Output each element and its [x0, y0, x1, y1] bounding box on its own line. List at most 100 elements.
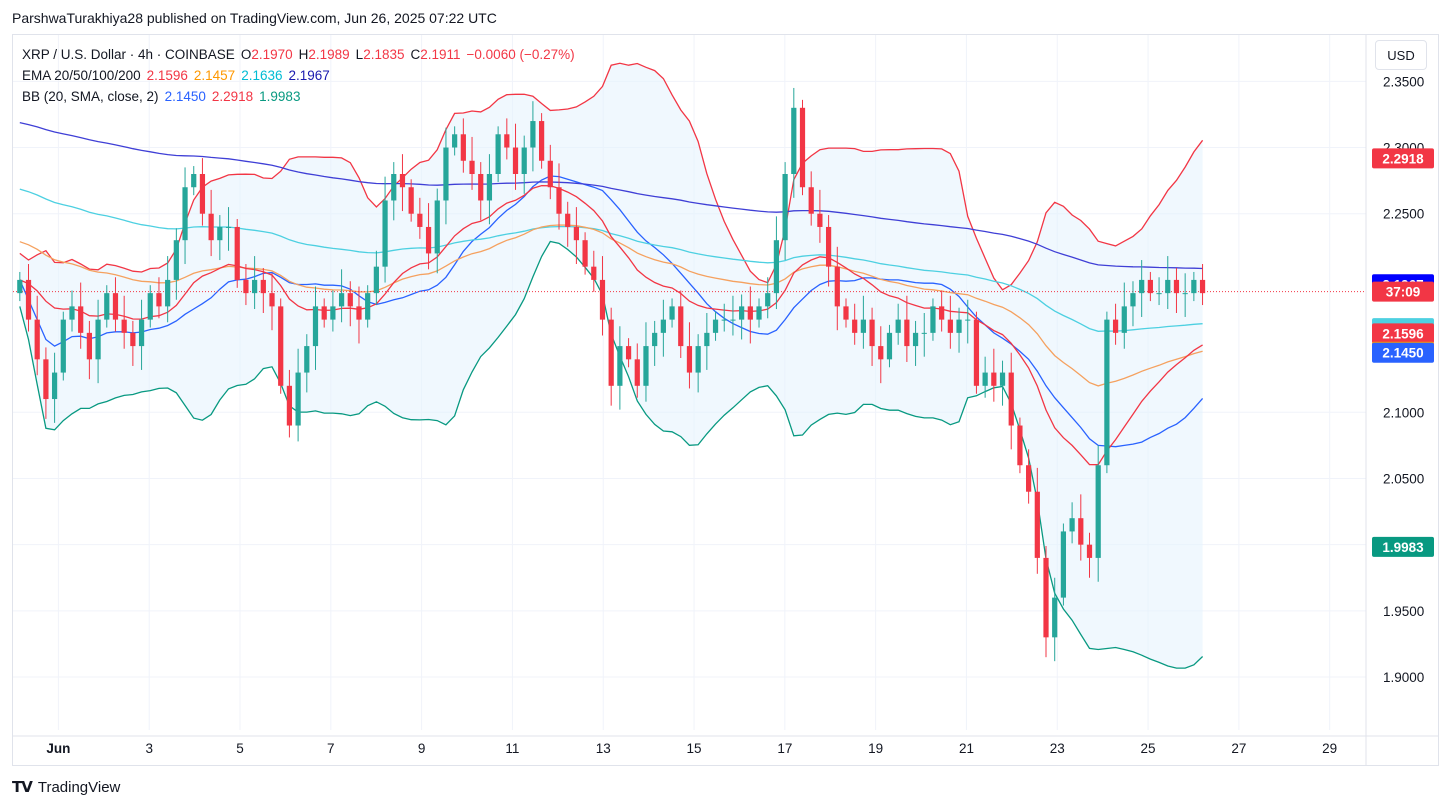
candle [982, 356, 988, 398]
candle [904, 295, 910, 362]
candle [208, 189, 214, 257]
bollinger-band-fill [19, 63, 1203, 669]
candle [799, 99, 806, 196]
ema20-line [19, 184, 1203, 466]
candle [356, 286, 362, 344]
candle [138, 299, 145, 370]
candle [1034, 467, 1040, 574]
x-tick-label: 13 [596, 741, 611, 756]
candle [756, 298, 762, 328]
candle [721, 303, 727, 332]
candle [999, 360, 1006, 406]
candle [338, 269, 345, 323]
candle [1008, 352, 1014, 450]
ema20-value: 2.1596 [146, 68, 188, 83]
candle [991, 348, 997, 402]
price-label: 37:09 [1372, 281, 1434, 302]
time-axis: Jun 3 5 7 9 11 13 15 17 19 21 23 25 27 29 [46, 741, 1337, 756]
candle [269, 273, 275, 331]
ema200-value: 2.1967 [288, 68, 330, 83]
candle [730, 295, 736, 336]
candle [60, 311, 66, 381]
bb-basis-line [19, 175, 1204, 448]
candle [860, 295, 866, 349]
candle [547, 144, 553, 200]
candle [625, 338, 632, 368]
candle [365, 285, 371, 328]
price-label-text: 2.2918 [1382, 151, 1424, 166]
candle [973, 311, 980, 394]
brand-name: TradingView [37, 778, 121, 796]
candle [921, 313, 927, 357]
x-tick-label: 11 [505, 741, 519, 756]
candle [243, 264, 249, 306]
candle [1199, 264, 1206, 306]
x-tick-label: 5 [236, 741, 244, 756]
candle [1095, 445, 1101, 582]
candle [156, 277, 162, 319]
y-tick-label: 2.2500 [1383, 207, 1424, 222]
candle [347, 281, 353, 327]
candle [965, 299, 971, 344]
candle [643, 322, 649, 402]
candle [565, 201, 571, 247]
bb-upper-value: 2.2918 [211, 89, 254, 104]
candle [773, 216, 780, 310]
candle [486, 154, 493, 225]
legend: XRP / U.S. Dollar · 4h · COINBASE O2.1970… [22, 44, 581, 107]
price-label-text: 2.1596 [1382, 326, 1424, 341]
candle [408, 179, 414, 222]
candle [43, 347, 49, 419]
candle [895, 303, 901, 345]
candle [669, 298, 675, 328]
candle [104, 285, 110, 328]
candle [1086, 532, 1093, 578]
candle [478, 162, 484, 221]
candle [17, 271, 23, 302]
candle [1139, 260, 1145, 317]
candle [199, 158, 206, 226]
candle [704, 313, 710, 370]
candle [78, 282, 84, 349]
price-label-text: 37:09 [1386, 285, 1421, 300]
candle [556, 163, 562, 230]
candle [121, 295, 127, 349]
candle [382, 176, 388, 283]
candle [782, 162, 788, 261]
y-tick-label: 2.3500 [1383, 74, 1424, 89]
candle [765, 277, 771, 319]
candle [225, 207, 232, 251]
candle [417, 197, 423, 239]
bb-basis-value: 2.1450 [164, 89, 206, 104]
candle [173, 228, 179, 300]
candle [234, 219, 240, 288]
x-tick-label: 29 [1322, 741, 1337, 756]
currency-button[interactable]: USD [1375, 40, 1427, 70]
y-tick-label: 2.1000 [1383, 405, 1424, 420]
candle [1191, 271, 1197, 302]
candle [504, 118, 510, 160]
candle [1026, 449, 1032, 504]
candle [930, 298, 936, 341]
candle [286, 369, 293, 438]
candle [747, 286, 753, 344]
price-label: 2.1450 [1372, 342, 1434, 363]
candle [530, 101, 536, 172]
high-value: H2.1989 [298, 47, 350, 62]
candle [791, 87, 797, 198]
candle [686, 322, 693, 389]
candle [252, 256, 258, 310]
candle [739, 294, 745, 340]
candle [312, 286, 319, 370]
candle [852, 303, 858, 345]
x-tick-label: 23 [1050, 741, 1065, 756]
candle [817, 189, 823, 243]
publisher-line: ParshwaTurakhiya28 published on TradingV… [12, 10, 497, 26]
candle [112, 277, 119, 332]
candle [434, 188, 440, 274]
candle [25, 264, 32, 332]
price-label-text: 1.9983 [1382, 540, 1424, 555]
candle [634, 343, 640, 398]
candle [617, 326, 623, 410]
